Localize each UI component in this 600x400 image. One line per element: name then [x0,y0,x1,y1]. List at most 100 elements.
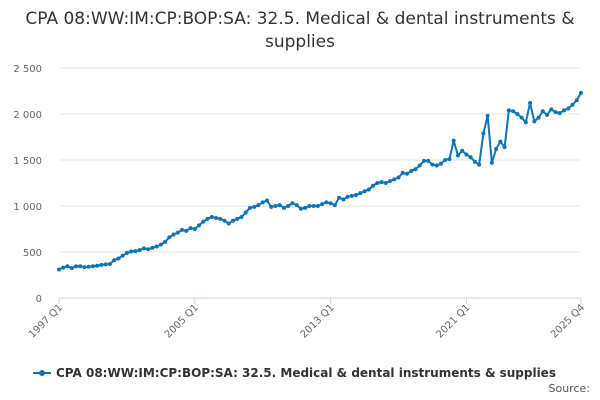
data-point [218,216,223,221]
data-point [337,195,342,200]
data-point [315,204,320,208]
data-point [247,205,252,210]
data-point [192,227,197,231]
data-point [256,203,261,208]
data-point [231,218,235,223]
data-point [553,110,558,115]
data-point [472,159,477,164]
data-point [574,98,579,103]
data-point [523,120,528,125]
data-point [146,247,151,252]
series-line [58,92,582,271]
data-point [540,109,545,114]
data-point [180,227,185,232]
y-gridlines: 0 500 1 000 1 500 2 000 2 500 [13,64,581,305]
x-axis: 1997 Q1 2005 Q1 2013 Q1 2021 Q1 2025 Q4 [27,297,587,340]
x-tick-label: 2025 Q4 [549,302,587,340]
data-point [197,223,202,228]
data-point [400,170,405,175]
legend-label: CPA 08:WW:IM:CP:BOP:SA: 32.5. Medical & … [56,366,556,380]
data-point [579,90,583,95]
data-point [69,266,74,271]
x-tick-label: 2013 Q1 [299,302,337,340]
data-point [341,197,346,202]
data-point [290,201,295,206]
data-point [311,204,316,208]
data-point [545,112,550,117]
data-point [409,169,414,174]
data-point [116,256,121,261]
data-point [188,226,193,231]
data-point [434,163,439,168]
chart-title: CPA 08:WW:IM:CP:BOP:SA: 32.5. Medical & … [25,9,575,52]
data-point [226,221,231,226]
data-point [515,112,520,116]
data-point [489,160,494,165]
x-tick-label: 2021 Q1 [434,302,472,340]
data-point [303,205,308,210]
data-point [107,261,112,266]
data-point [451,138,456,143]
data-point [307,204,312,208]
data-point [150,245,155,250]
data-point [214,215,219,220]
data-point [566,106,571,111]
data-point [464,152,469,157]
data-point [519,115,524,120]
data-point [201,219,206,224]
data-point [239,215,244,220]
data-point [124,250,129,255]
data-point [184,228,189,233]
data-point [294,203,299,208]
data-point [252,204,257,209]
data-point [82,265,87,270]
y-tick-label: 1 500 [13,156,42,167]
legend[interactable]: CPA 08:WW:IM:CP:BOP:SA: 32.5. Medical & … [33,365,556,381]
data-point [222,218,227,223]
data-point [477,162,482,167]
data-point [86,264,91,269]
data-point [455,153,460,158]
data-point [103,262,108,267]
data-point [349,193,354,198]
data-point [209,215,214,220]
data-point [243,210,248,215]
data-point [61,265,66,270]
data-point [345,194,350,199]
y-tick-label: 500 [23,248,42,259]
source-label: Source: [548,382,591,395]
data-point [426,158,431,163]
data-point [137,248,142,253]
data-point [430,162,435,167]
y-tick-label: 2 500 [13,64,42,75]
data-point [286,204,291,208]
data-point [167,235,172,240]
data-point [528,100,533,105]
data-point [557,111,562,116]
y-tick-label: 2 000 [13,110,42,121]
legend-swatch-icon [33,368,51,378]
data-point [235,216,240,221]
data-point [269,204,274,209]
data-point [468,155,473,160]
data-point [358,191,363,196]
data-point [549,107,554,112]
data-point [532,119,537,124]
data-point [154,244,159,249]
data-point [171,232,176,237]
data-point [396,175,401,180]
data-point [273,204,278,208]
data-point [65,264,70,269]
data-point [562,108,567,113]
data-point [536,115,541,120]
data-point [379,180,384,185]
data-point [354,192,359,197]
data-point [277,203,282,208]
data-point [73,264,78,269]
data-point [388,179,393,184]
data-point [506,108,511,113]
data-point [163,239,168,244]
data-point [421,158,426,163]
data-point [120,253,125,258]
